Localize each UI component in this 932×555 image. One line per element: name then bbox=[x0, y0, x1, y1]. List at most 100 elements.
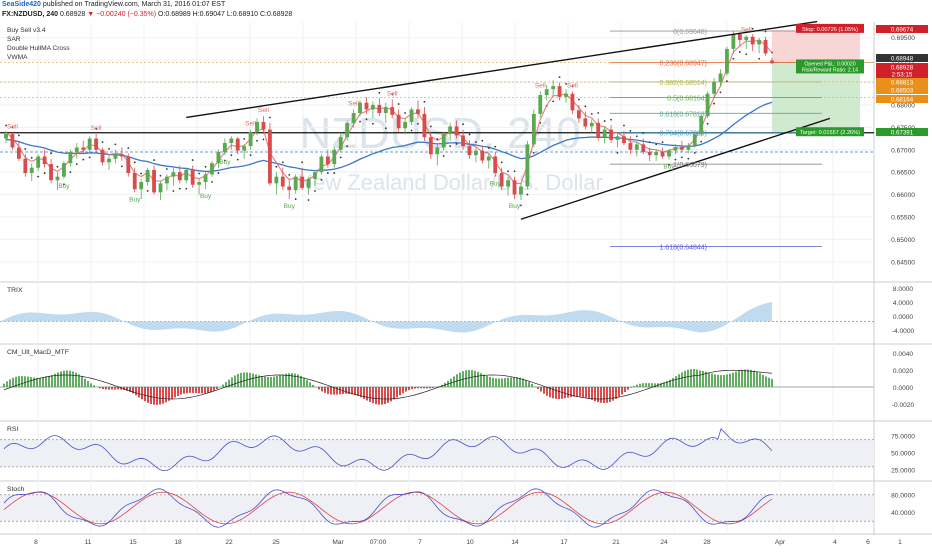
header-line-2: FX:NZDUSD, 240 0.68928 ▼ −0.00240 (−0.35… bbox=[2, 11, 292, 18]
candle-body bbox=[480, 150, 485, 161]
price-change: ▼ −0.00240 (−0.35%) bbox=[87, 11, 157, 18]
fib-label: 1(0.66679) bbox=[673, 162, 707, 169]
sar-dot bbox=[487, 147, 490, 149]
candle-body bbox=[370, 104, 375, 110]
price-tick: 0.65500 bbox=[891, 215, 915, 222]
price-badge-label: 0.68948 bbox=[891, 55, 914, 62]
sar-dot bbox=[198, 172, 201, 175]
publisher-name[interactable]: SeaSide420 bbox=[2, 1, 41, 8]
time-tick: 21 bbox=[612, 539, 620, 546]
stop-box bbox=[796, 23, 864, 33]
candle-body bbox=[383, 107, 388, 113]
trendline bbox=[186, 20, 818, 119]
candle-body bbox=[152, 169, 156, 193]
trix-tick: 4.0000 bbox=[893, 300, 914, 307]
candle-body bbox=[576, 110, 581, 119]
target-box-label: Target: 0.01557 (2.26%) bbox=[800, 130, 860, 136]
sar-dot bbox=[378, 91, 381, 94]
sar-dot bbox=[719, 91, 722, 94]
sar-dot bbox=[713, 102, 715, 105]
sar-dot bbox=[442, 155, 445, 157]
sar-dot bbox=[191, 159, 194, 161]
sar-dot bbox=[590, 112, 593, 115]
price-badge bbox=[876, 128, 928, 136]
stop-zone bbox=[772, 29, 860, 63]
sar-dot bbox=[610, 118, 612, 121]
candle-body bbox=[570, 93, 575, 111]
indicator-buy-sell[interactable]: Buy Sell v3.4 bbox=[7, 27, 46, 34]
sar-dot bbox=[404, 112, 406, 114]
sar-dot bbox=[37, 175, 40, 178]
candle-body bbox=[158, 183, 163, 193]
sell-signal: Sell bbox=[741, 26, 752, 33]
rr-box-label: Risk/Reward Ratio: 2.14 bbox=[802, 67, 858, 73]
candle-body bbox=[750, 36, 755, 45]
fib-label: 0.764(0.67380) bbox=[660, 131, 707, 138]
sar-dot bbox=[333, 172, 336, 174]
sar-dot bbox=[397, 103, 400, 105]
sar-dot bbox=[674, 158, 677, 161]
indicator-vwma[interactable]: VWMA bbox=[7, 54, 28, 61]
sar-dot bbox=[468, 133, 471, 136]
trix-area bbox=[0, 301, 772, 333]
sar-dot bbox=[680, 156, 683, 159]
sar-dot bbox=[764, 30, 767, 33]
sar-dot bbox=[24, 147, 27, 150]
sar-dot bbox=[339, 156, 342, 159]
sar-dot bbox=[655, 143, 658, 146]
fib-label: 0.618(0.67813) bbox=[660, 111, 707, 118]
candle-body bbox=[338, 137, 343, 150]
sar-dot bbox=[211, 181, 213, 183]
candle-body bbox=[647, 152, 652, 156]
sar-dot bbox=[346, 145, 349, 148]
candle-body bbox=[686, 145, 691, 150]
indicator-list: Buy Sell v3.4 SAR Double HullMA Cross VW… bbox=[7, 26, 70, 62]
sar-dot bbox=[616, 151, 619, 154]
macd-pane-title: CM_Ult_MacD_MTF bbox=[7, 349, 69, 356]
candle-body bbox=[763, 39, 768, 54]
price-badge bbox=[876, 86, 928, 94]
sar-dot bbox=[693, 151, 696, 154]
indicator-hullma[interactable]: Double HullMA Cross bbox=[7, 45, 70, 52]
candle-body bbox=[229, 138, 234, 144]
sell-signal: Sell bbox=[567, 82, 578, 89]
sar-dot bbox=[700, 140, 703, 143]
candle-body bbox=[396, 114, 401, 129]
indicator-sar[interactable]: SAR bbox=[7, 36, 21, 43]
sar-dot bbox=[462, 123, 464, 126]
candle-body bbox=[364, 102, 369, 110]
fib-labels: 0(0.69648) 0.236(0.68947) 0.382(0.68514) 0.… bbox=[660, 29, 707, 251]
macd-pane bbox=[0, 369, 874, 405]
stoch-d-line bbox=[3, 491, 773, 525]
sell-signal: Sell bbox=[245, 121, 256, 128]
sar-dot bbox=[50, 152, 52, 155]
trendline bbox=[520, 117, 831, 220]
price-badge-label: 0.68928 bbox=[891, 64, 914, 71]
trade-zones bbox=[772, 29, 874, 133]
candle-body bbox=[139, 182, 144, 190]
sar-dot bbox=[500, 161, 503, 164]
candle-body bbox=[390, 107, 395, 115]
sar-dot bbox=[301, 161, 304, 164]
candle-body bbox=[293, 176, 298, 191]
sar-dot bbox=[758, 57, 761, 60]
sar-dot bbox=[661, 141, 664, 144]
sar-dot bbox=[584, 105, 587, 108]
price-badge-label: 0.68503 bbox=[891, 87, 914, 94]
trendlines[interactable] bbox=[25, 20, 831, 220]
sar-dot bbox=[706, 122, 709, 125]
price-tick: 0.64500 bbox=[891, 259, 915, 266]
time-tick: 11 bbox=[85, 539, 92, 546]
candle-body bbox=[770, 60, 774, 64]
candles[interactable] bbox=[4, 30, 774, 200]
candle-body bbox=[757, 39, 762, 45]
sar-dot bbox=[288, 173, 291, 176]
candle-body bbox=[654, 152, 659, 156]
axes: 0.695000.690000.685000.680000.675000.670… bbox=[34, 25, 928, 546]
rsi-pane bbox=[0, 428, 874, 472]
candle-body bbox=[171, 172, 176, 177]
candle-body bbox=[583, 118, 588, 127]
sar-dot bbox=[320, 178, 323, 181]
buy-signal: Buy bbox=[129, 196, 141, 203]
